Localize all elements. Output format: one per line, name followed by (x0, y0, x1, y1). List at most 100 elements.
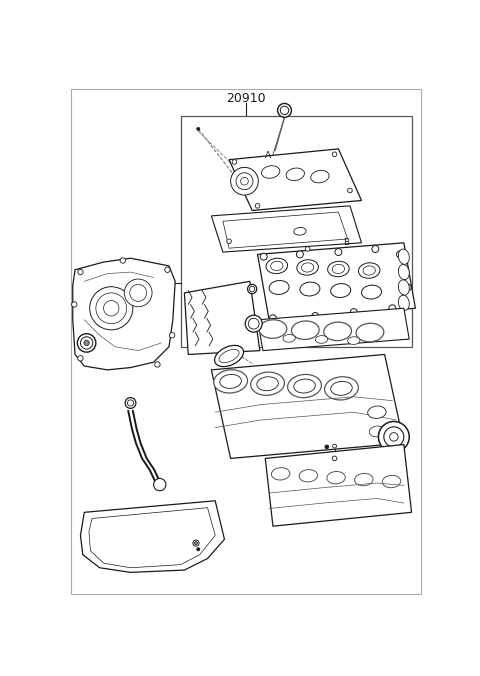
Circle shape (348, 188, 352, 193)
Circle shape (325, 445, 329, 449)
Circle shape (130, 285, 147, 301)
Text: 20910: 20910 (226, 91, 266, 105)
Circle shape (96, 293, 127, 324)
Ellipse shape (311, 170, 329, 183)
Circle shape (305, 247, 310, 251)
Ellipse shape (324, 322, 351, 341)
Ellipse shape (355, 473, 373, 486)
Ellipse shape (361, 285, 382, 299)
Circle shape (230, 168, 258, 195)
Ellipse shape (297, 260, 318, 275)
Ellipse shape (220, 375, 241, 389)
Circle shape (240, 177, 248, 185)
Polygon shape (89, 508, 215, 568)
Bar (180, 116, 411, 347)
Ellipse shape (382, 475, 401, 487)
Circle shape (84, 340, 89, 345)
Ellipse shape (262, 166, 280, 178)
Circle shape (389, 305, 396, 312)
Ellipse shape (291, 321, 319, 339)
Ellipse shape (327, 471, 345, 484)
Ellipse shape (299, 470, 318, 482)
Circle shape (260, 254, 267, 260)
Circle shape (277, 103, 291, 118)
Ellipse shape (369, 426, 384, 437)
Ellipse shape (271, 262, 283, 270)
Circle shape (169, 333, 175, 338)
Ellipse shape (269, 281, 289, 295)
Circle shape (72, 301, 77, 307)
Circle shape (193, 540, 199, 546)
Polygon shape (73, 258, 175, 370)
Polygon shape (229, 149, 361, 210)
Circle shape (124, 279, 152, 307)
Ellipse shape (398, 280, 409, 295)
Polygon shape (81, 501, 225, 573)
Circle shape (155, 362, 160, 367)
Ellipse shape (215, 345, 243, 366)
Circle shape (297, 251, 303, 258)
Text: B: B (343, 239, 349, 247)
Circle shape (280, 106, 289, 115)
Ellipse shape (294, 379, 315, 393)
Ellipse shape (219, 349, 239, 363)
Circle shape (232, 160, 237, 164)
Circle shape (227, 239, 231, 243)
Ellipse shape (259, 320, 287, 338)
Polygon shape (223, 212, 348, 248)
Polygon shape (211, 206, 361, 252)
Circle shape (90, 287, 133, 330)
Circle shape (390, 433, 398, 441)
Ellipse shape (398, 249, 409, 264)
Ellipse shape (398, 295, 409, 310)
Ellipse shape (356, 323, 384, 342)
Ellipse shape (331, 284, 351, 297)
Ellipse shape (359, 263, 380, 279)
Circle shape (78, 269, 83, 274)
Circle shape (127, 400, 133, 406)
Circle shape (335, 249, 342, 256)
Ellipse shape (266, 258, 288, 274)
Circle shape (255, 203, 260, 208)
Circle shape (350, 309, 357, 316)
Circle shape (154, 479, 166, 491)
Ellipse shape (301, 263, 314, 272)
Circle shape (269, 315, 276, 322)
Polygon shape (211, 354, 404, 458)
Polygon shape (258, 243, 415, 320)
Ellipse shape (331, 381, 352, 395)
Circle shape (333, 444, 336, 448)
Ellipse shape (363, 266, 375, 275)
Circle shape (81, 337, 93, 349)
Circle shape (104, 301, 119, 316)
Circle shape (78, 356, 83, 361)
Ellipse shape (271, 468, 290, 480)
Ellipse shape (294, 227, 306, 235)
Polygon shape (258, 308, 409, 351)
Ellipse shape (300, 282, 320, 296)
Polygon shape (265, 445, 411, 526)
Circle shape (197, 548, 200, 551)
Ellipse shape (332, 264, 345, 274)
Circle shape (194, 541, 197, 545)
Circle shape (396, 251, 404, 258)
Ellipse shape (286, 168, 304, 180)
Text: 20920: 20920 (119, 276, 156, 289)
Polygon shape (184, 281, 260, 354)
Circle shape (312, 312, 319, 320)
Circle shape (248, 318, 259, 329)
Circle shape (384, 427, 404, 447)
Circle shape (245, 315, 262, 332)
Circle shape (236, 173, 253, 190)
Circle shape (77, 334, 96, 352)
Ellipse shape (283, 335, 295, 342)
Ellipse shape (348, 337, 360, 345)
Circle shape (404, 284, 411, 291)
Circle shape (120, 258, 125, 263)
Ellipse shape (398, 264, 409, 280)
Ellipse shape (328, 261, 349, 276)
Ellipse shape (315, 335, 328, 343)
Text: A: A (264, 151, 271, 160)
Circle shape (378, 421, 409, 452)
Ellipse shape (251, 372, 285, 395)
